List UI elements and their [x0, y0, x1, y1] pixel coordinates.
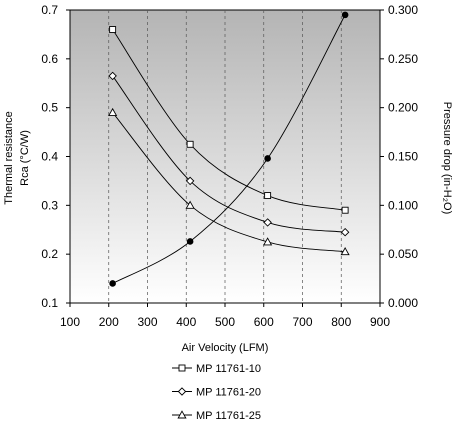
legend-marker	[177, 387, 187, 396]
legend-label: MP 11761-20	[196, 387, 261, 399]
right-y-tick-label: 0.050	[388, 247, 418, 261]
right-y-tick-label: 0.250	[388, 52, 418, 66]
series-mp-11761-25	[108, 107, 350, 256]
data-point	[109, 26, 117, 33]
left-y-tick-label: 0.1	[41, 296, 58, 310]
x-tick-label: 600	[254, 315, 274, 329]
data-point	[186, 140, 194, 148]
series-line	[112, 29, 346, 211]
data-point	[341, 206, 349, 214]
left-y-tick-label: 0.6	[41, 52, 58, 66]
data-point	[108, 107, 118, 117]
left-axis-title-line-2: Rca (°C/W)	[19, 130, 31, 186]
legend-item: MP 11761-10	[172, 363, 261, 375]
right-y-tick-label: 0.300	[388, 3, 418, 17]
series-layer	[108, 11, 350, 287]
x-tick-label: 400	[176, 315, 196, 329]
series-pressure-drop	[109, 11, 349, 287]
series-line	[112, 112, 346, 253]
right-y-tick-label: 0.100	[388, 198, 418, 212]
data-point	[109, 280, 116, 287]
data-point	[341, 11, 349, 19]
data-point	[263, 237, 273, 246]
left-y-tick-label: 0.7	[41, 3, 58, 17]
x-tick-label: 900	[370, 315, 390, 329]
left-y-tick-label: 0.5	[41, 101, 58, 115]
left-y-tick-label: 0.2	[41, 247, 58, 261]
right-y-tick-label: 0.150	[388, 150, 418, 164]
left-y-tick-label: 0.4	[41, 150, 58, 164]
grid-lines	[108, 10, 342, 303]
x-tick-label: 500	[215, 315, 235, 329]
left-y-tick-label: 0.3	[41, 198, 58, 212]
x-tick-label: 200	[99, 315, 119, 329]
legend-marker	[178, 364, 186, 372]
data-point	[185, 176, 195, 186]
series-line	[112, 75, 346, 233]
legend-item: MP 11761-25	[172, 410, 261, 422]
x-tick-label: 100	[60, 315, 80, 329]
x-axis-title: Air Velocity (LFM)	[182, 342, 269, 354]
legend-label: MP 11761-25	[196, 410, 261, 422]
right-y-tick-label: 0.200	[388, 101, 418, 115]
data-point	[340, 247, 350, 256]
data-point	[264, 155, 271, 162]
series-mp-11761-20	[108, 71, 350, 237]
data-point	[264, 192, 272, 200]
legend-item: MP 11761-20	[172, 387, 261, 399]
x-tick-label: 800	[331, 315, 351, 329]
legend-label: MP 11761-10	[196, 363, 261, 375]
data-point	[185, 200, 195, 209]
legend-marker	[177, 410, 187, 419]
series-mp-11761-10	[109, 26, 349, 214]
data-point	[186, 238, 194, 245]
axes: 100 200 300 400 500 600 700 800 900 0.1 0.2 0.3 0.4 0…	[41, 3, 418, 329]
left-axis-title-line-1: Thermal resistance	[3, 111, 15, 205]
right-axis-title: Pressure drop (in-H₂O)	[441, 102, 453, 214]
series-line	[112, 14, 346, 284]
right-y-tick-label: 0.000	[388, 296, 418, 310]
data-point	[263, 218, 272, 227]
data-point	[108, 71, 117, 81]
legend: MP 11761-10 MP 11761-20 MP 11761-25	[172, 363, 261, 422]
x-tick-label: 700	[292, 315, 312, 329]
data-point	[340, 227, 350, 237]
x-tick-label: 300	[137, 315, 157, 329]
